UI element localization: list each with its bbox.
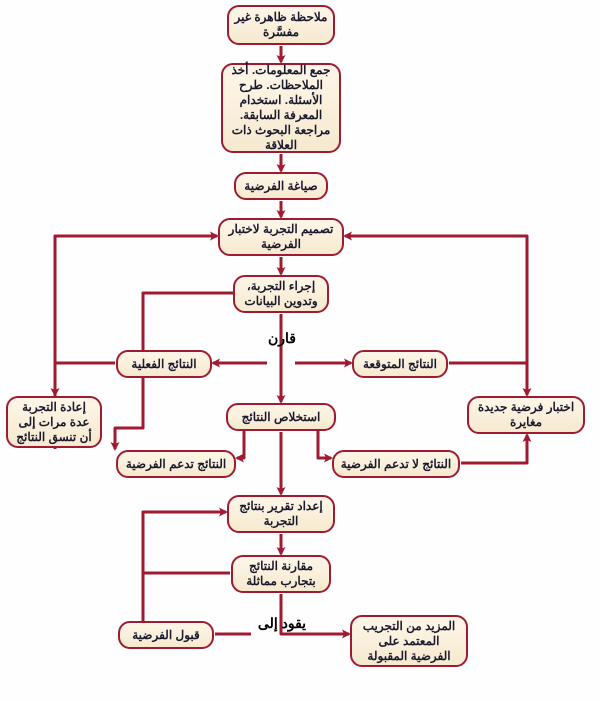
node-accept: قبول الفرضية [118, 621, 214, 649]
node-report: إعداد تقرير بنتائج التجربة [227, 495, 335, 533]
label-yaqud: يقود إلى [252, 615, 312, 633]
node-expected: النتائج المتوقعة [352, 350, 448, 378]
flow-edge [143, 512, 230, 573]
flow-edge [449, 363, 527, 395]
node-actual: النتائج الفعلية [116, 350, 212, 378]
label-qarin: قارن [260, 330, 304, 348]
node-conclude: استخلاص النتائج [226, 403, 336, 431]
node-observe: ملاحظة ظاهرة غير مفسَّرة [227, 5, 335, 45]
node-more: المزيد من التجريب المعتمد على الفرضية ال… [350, 615, 468, 667]
node-conduct: إجراء التجربة، وتدوين البيانات [233, 275, 329, 313]
node-gather: جمع المعلومات. أخذ الملاحظات. طرح الأسئل… [221, 63, 341, 153]
node-nosupport: النتائج لا تدعم الفرضية [332, 450, 460, 478]
flow-edge [461, 435, 527, 463]
node-support: النتائج تدعم الفرضية [116, 450, 236, 478]
node-compare: مقارنة النتائج بتجارب مماثلة [231, 555, 331, 593]
node-repeat: إعادة التجربة عدة مرات إلى أن تنسق النتا… [6, 396, 102, 448]
flow-edge [55, 363, 115, 395]
node-newhypo: اختبار فرضية جديدة مغايرة [467, 396, 585, 434]
node-design: تصميم التجربة لاختبار الفرضية [218, 218, 344, 256]
node-hypo: صياغة الفرضية [234, 172, 328, 200]
